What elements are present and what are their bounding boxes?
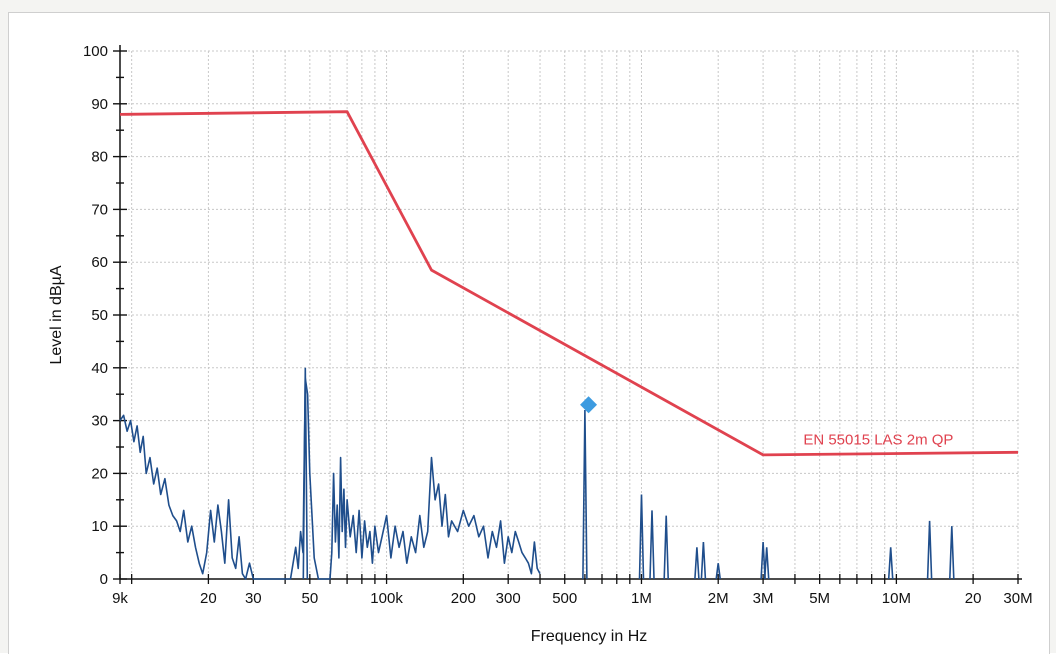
x-tick-label: 1M	[631, 590, 652, 607]
limit-series	[119, 110, 1019, 457]
x-tick-label: 100k	[370, 590, 403, 607]
y-tick-label: 90	[91, 96, 108, 113]
y-tick-label: 0	[100, 571, 108, 588]
spectrum-peak	[582, 409, 588, 580]
y-tick-label: 10	[91, 518, 108, 535]
chart-panel: 0 10 20 30 40 50 60 70 80 90 100 9k 20 30 50 100k 200 30…	[8, 12, 1050, 654]
x-axis-label: Frequency in Hz	[531, 628, 648, 645]
y-tick-label: 50	[91, 307, 108, 324]
y-tick-label: 60	[91, 254, 108, 271]
spectrum-peak	[715, 563, 721, 580]
y-tick-label: 100	[83, 43, 108, 60]
x-tick-label: 30	[245, 590, 262, 607]
x-tick-label: 300	[496, 590, 521, 607]
peak-marker	[580, 396, 598, 414]
y-tick-label: 20	[91, 465, 108, 482]
spectrum-peak	[663, 515, 669, 580]
emission-chart: 0 10 20 30 40 50 60 70 80 90 100 9k 20 30 50 100k 200 30…	[48, 43, 1033, 645]
spectrum-peak	[949, 526, 955, 580]
y-axis-label: Level in dBµA	[48, 265, 65, 364]
y-axis-ticks: 0 10 20 30 40 50 60 70 80 90 100	[83, 43, 127, 588]
x-axis-ticks: 9k 20 30 50 100k 200 300 500 1M 2M 3M 5M 10M 20 30M	[112, 574, 1033, 607]
spectrum-peak	[302, 367, 309, 580]
x-tick-label: 20	[965, 590, 982, 607]
spectrum-peak	[760, 541, 766, 580]
x-tick-label: 20	[200, 590, 217, 607]
x-tick-label: 50	[301, 590, 318, 607]
x-tick-label: 30M	[1003, 590, 1032, 607]
x-tick-label: 10M	[882, 590, 911, 607]
limit-line	[119, 110, 1019, 457]
spectrum-peak	[649, 510, 655, 580]
x-tick-label: 3M	[753, 590, 774, 607]
x-tick-label: 500	[552, 590, 577, 607]
spectrum-peak	[926, 520, 933, 580]
spectrum-peak	[887, 547, 894, 580]
spectrum-peak	[700, 541, 707, 580]
axes	[119, 45, 1022, 580]
spectrum-peak	[694, 547, 700, 580]
limit-line-label: EN 55015 LAS 2m QP	[803, 431, 953, 448]
spectrum-trace	[119, 377, 541, 580]
x-tick-label: 5M	[809, 590, 830, 607]
y-tick-label: 70	[91, 201, 108, 218]
x-tick-label: 2M	[708, 590, 729, 607]
grid	[119, 50, 1019, 580]
y-tick-label: 80	[91, 149, 108, 166]
spectrum-peak	[638, 494, 645, 580]
y-tick-label: 40	[91, 360, 108, 377]
x-tick-label: 200	[451, 590, 476, 607]
x-tick-label: 9k	[112, 590, 128, 607]
markers	[580, 396, 598, 414]
y-tick-label: 30	[91, 413, 108, 430]
spectrum-series	[119, 367, 955, 580]
spectrum-peak	[763, 547, 770, 580]
